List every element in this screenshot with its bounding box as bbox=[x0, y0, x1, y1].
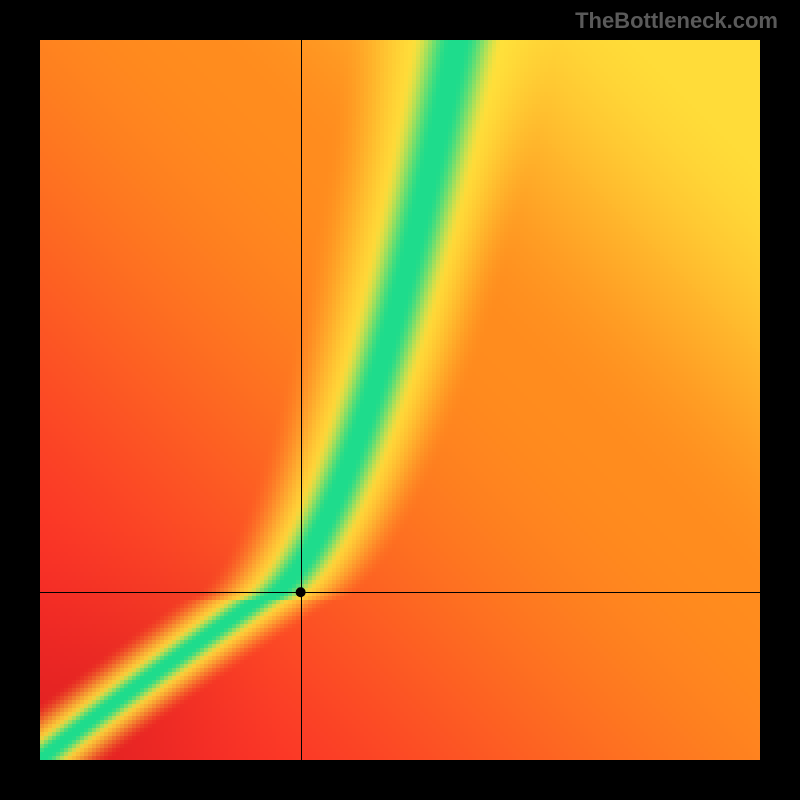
heatmap-canvas bbox=[40, 40, 760, 760]
heatmap-plot bbox=[40, 40, 760, 760]
attribution-text: TheBottleneck.com bbox=[575, 8, 778, 34]
